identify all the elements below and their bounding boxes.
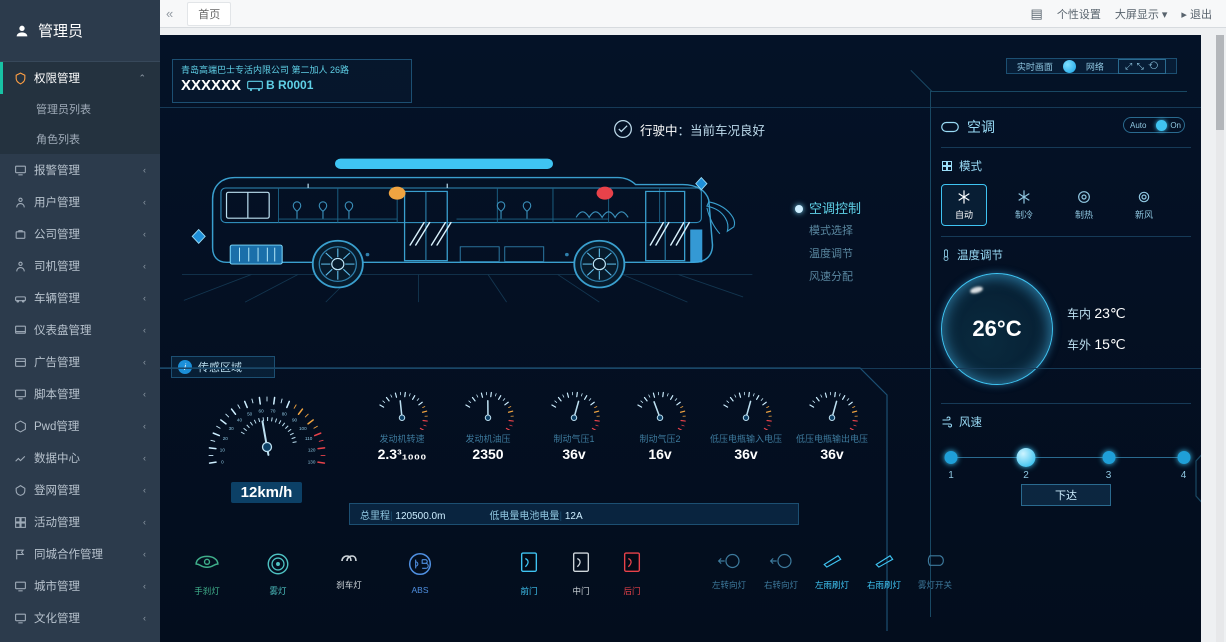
svg-text:70: 70 xyxy=(270,408,276,413)
svg-text:130: 130 xyxy=(307,459,315,464)
svg-text:90: 90 xyxy=(291,417,297,422)
svg-text:60: 60 xyxy=(258,408,264,413)
svg-text:30: 30 xyxy=(228,426,234,431)
svg-text:0: 0 xyxy=(221,459,224,464)
svg-text:120: 120 xyxy=(307,447,315,452)
svg-text:110: 110 xyxy=(305,436,313,441)
svg-text:40: 40 xyxy=(236,417,242,422)
svg-text:10: 10 xyxy=(219,447,225,452)
svg-text:20: 20 xyxy=(222,436,228,441)
svg-text:100: 100 xyxy=(298,426,306,431)
svg-text:50: 50 xyxy=(247,411,253,416)
svg-text:80: 80 xyxy=(281,411,287,416)
